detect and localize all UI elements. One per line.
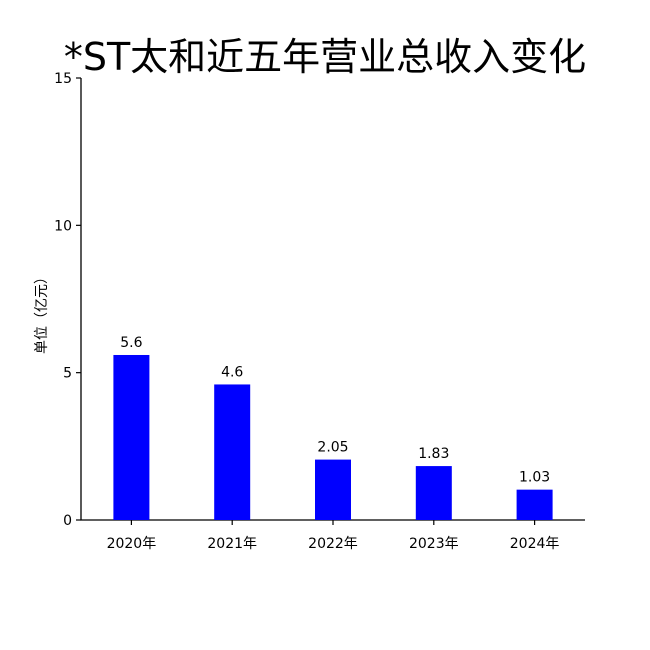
x-tick-label: 2023年 bbox=[409, 536, 459, 552]
chart-title: *ST太和近五年营业总收入变化 bbox=[63, 35, 587, 79]
x-tick-label: 2024年 bbox=[510, 536, 560, 552]
bar bbox=[214, 384, 251, 520]
y-tick-label: 5 bbox=[63, 366, 72, 382]
data-label: 1.83 bbox=[418, 446, 449, 462]
y-tick-label: 0 bbox=[63, 513, 72, 529]
data-label: 1.03 bbox=[519, 470, 550, 486]
data-label: 4.6 bbox=[221, 364, 243, 380]
data-label: 2.05 bbox=[317, 440, 348, 456]
bar bbox=[415, 466, 452, 520]
x-tick-label: 2020年 bbox=[107, 536, 157, 552]
bar bbox=[315, 459, 351, 520]
x-tick-label: 2021年 bbox=[207, 536, 257, 552]
y-tick-label: 10 bbox=[54, 218, 72, 234]
x-tick-label: 2022年 bbox=[308, 536, 358, 552]
bar bbox=[516, 489, 553, 520]
data-label: 5.6 bbox=[120, 335, 142, 351]
bar bbox=[113, 354, 150, 520]
y-tick-label: 15 bbox=[54, 71, 72, 87]
